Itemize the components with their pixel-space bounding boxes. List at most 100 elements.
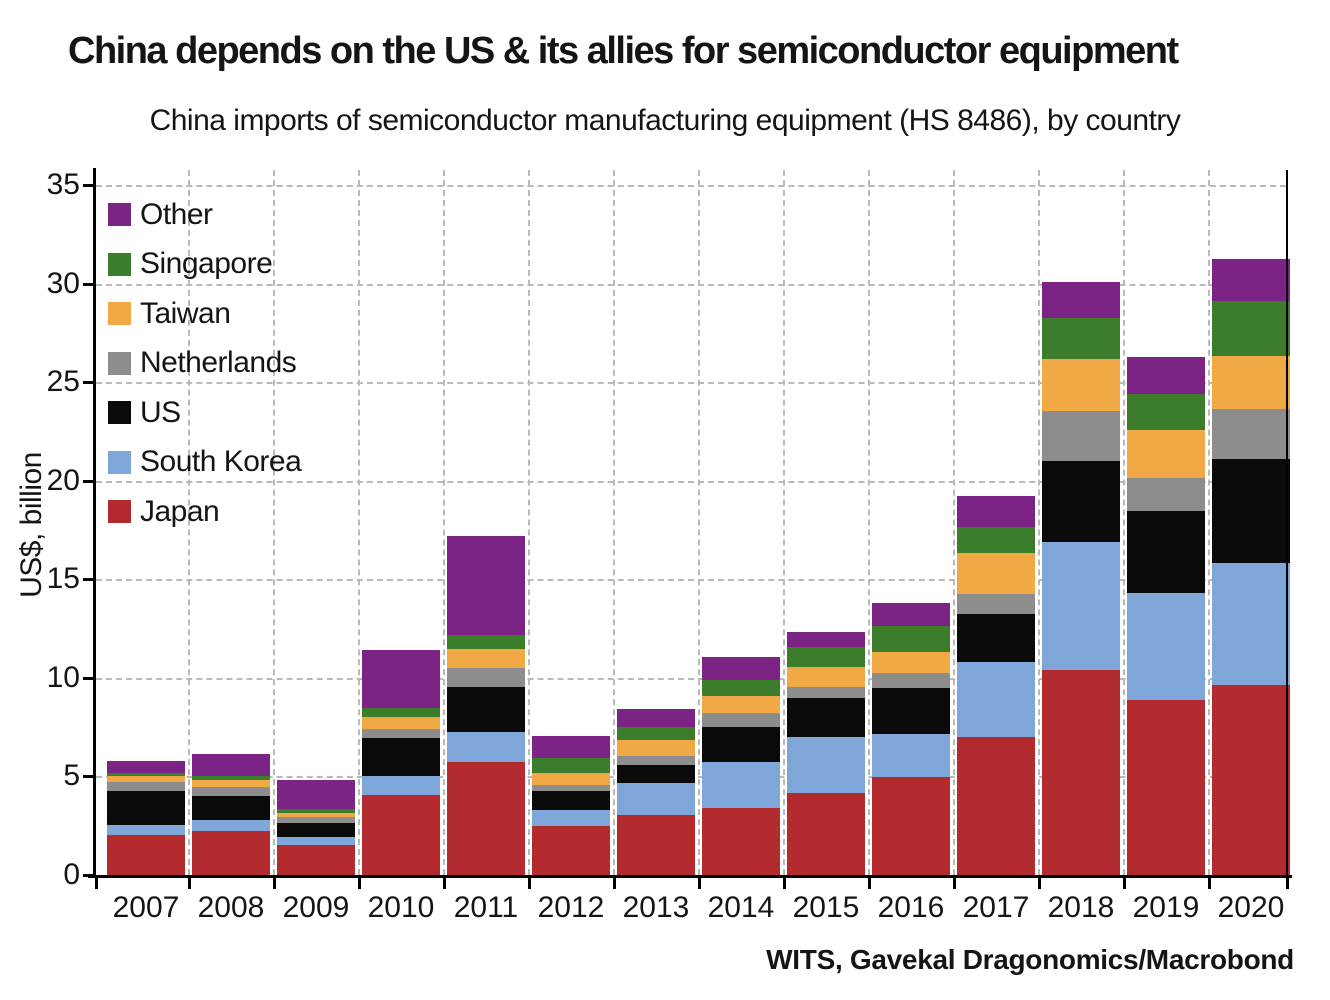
bar-segment-2011-south-korea — [447, 732, 525, 762]
bar-segment-2017-singapore — [957, 527, 1035, 553]
x-tick-7 — [698, 875, 701, 889]
gridline-x-2008-2009 — [273, 170, 275, 875]
x-tick-label-2020: 2020 — [1217, 891, 1285, 924]
bar-segment-2014-us — [702, 727, 780, 762]
bar-segment-2020-us — [1212, 459, 1290, 563]
bar-segment-2009-japan — [277, 845, 355, 875]
bar-segment-2009-other — [277, 780, 355, 809]
legend-swatch-taiwan — [108, 302, 131, 326]
gridline-y-20 — [96, 480, 1286, 483]
x-tick-14 — [1286, 875, 1289, 889]
gridline-x-2010-2011 — [443, 170, 445, 875]
bar-segment-2011-other — [447, 535, 525, 635]
bar-segment-2013-other — [617, 709, 695, 728]
bar-segment-2009-netherlands — [277, 816, 355, 823]
gridline-y-15 — [96, 579, 1286, 582]
bar-segment-2017-netherlands — [957, 594, 1035, 614]
bar-segment-2018-us — [1042, 461, 1120, 542]
bar-segment-2010-taiwan — [362, 717, 440, 730]
bar-segment-2007-taiwan — [107, 776, 185, 783]
gridline-y-35 — [96, 185, 1286, 187]
bar-segment-2012-netherlands — [532, 785, 610, 792]
gridline-x-2009-2010 — [358, 170, 360, 875]
bar-segment-2014-taiwan — [702, 695, 780, 714]
legend-label-singapore: Singapore — [140, 247, 273, 281]
x-tick-label-2012: 2012 — [537, 891, 605, 924]
bar-segment-2017-us — [957, 613, 1035, 663]
gridline-x-2012-2013 — [613, 170, 615, 875]
bar-segment-2018-other — [1042, 281, 1120, 319]
bar-segment-2009-us — [277, 822, 355, 837]
bar-segment-2014-other — [702, 657, 780, 680]
bar-segment-2009-singapore — [277, 808, 355, 813]
gridline-x-2014-2015 — [783, 170, 785, 875]
bar-segment-2019-other — [1127, 356, 1205, 394]
x-tick-5 — [528, 875, 531, 889]
bar-segment-2012-taiwan — [532, 773, 610, 786]
bar-segment-2007-netherlands — [107, 782, 185, 792]
bar-segment-2010-netherlands — [362, 729, 440, 738]
bar-segment-2008-south-korea — [192, 819, 270, 831]
bar-segment-2018-japan — [1042, 669, 1120, 875]
bar-segment-2015-netherlands — [787, 686, 865, 698]
gridline-x-2013-2014 — [698, 170, 700, 875]
page-title: China depends on the US & its allies for… — [68, 30, 1179, 72]
bar-segment-2015-us — [787, 697, 865, 737]
y-tick-30 — [83, 282, 93, 286]
gridline-x-2015-2016 — [868, 170, 870, 875]
y-tick-20 — [83, 479, 93, 483]
bar-segment-2008-japan — [192, 830, 270, 875]
legend-item-us: US — [108, 388, 301, 438]
bar-segment-2015-south-korea — [787, 737, 865, 794]
y-tick-label-0: 0 — [63, 858, 80, 891]
legend-item-taiwan: Taiwan — [108, 289, 301, 339]
gridline-y-30 — [96, 283, 1286, 286]
bar-segment-2016-singapore — [872, 625, 950, 653]
bar-segment-2018-netherlands — [1042, 410, 1120, 461]
bar-segment-2020-other — [1212, 258, 1290, 302]
bar-segment-2019-japan — [1127, 699, 1205, 875]
y-tick-5 — [83, 775, 93, 779]
legend-label-other: Other — [140, 197, 213, 231]
bar-segment-2018-taiwan — [1042, 359, 1120, 411]
x-tick-6 — [613, 875, 616, 889]
bar-segment-2015-singapore — [787, 647, 865, 668]
x-tick-label-2017: 2017 — [962, 891, 1030, 924]
bar-segment-2016-other — [872, 602, 950, 626]
bar-segment-2012-singapore — [532, 757, 610, 774]
bar-segment-2019-south-korea — [1127, 593, 1205, 700]
bar-segment-2010-japan — [362, 795, 440, 875]
y-tick-label-30: 30 — [46, 266, 80, 300]
legend-item-japan: Japan — [108, 487, 301, 537]
bar-segment-2020-south-korea — [1212, 562, 1290, 685]
legend-item-singapore: Singapore — [108, 240, 301, 290]
bar-segment-2012-japan — [532, 825, 610, 875]
legend-swatch-singapore — [108, 252, 131, 276]
gridline-x-2016-2017 — [953, 170, 955, 875]
x-tick-label-2009: 2009 — [282, 891, 350, 924]
bar-segment-2011-netherlands — [447, 668, 525, 687]
bar-segment-2007-other — [107, 760, 185, 773]
bar-segment-2008-us — [192, 796, 270, 820]
legend-swatch-japan — [108, 500, 131, 524]
legend-label-taiwan: Taiwan — [140, 296, 231, 330]
bar-segment-2010-singapore — [362, 708, 440, 718]
x-tick-9 — [868, 875, 871, 889]
bar-segment-2008-other — [192, 753, 270, 777]
y-tick-35 — [83, 184, 93, 187]
bar-segment-2008-netherlands — [192, 787, 270, 797]
bar-segment-2011-japan — [447, 761, 525, 875]
bar-segment-2017-south-korea — [957, 662, 1035, 737]
legend-label-us: US — [140, 395, 181, 429]
legend-item-netherlands: Netherlands — [108, 339, 301, 389]
bar-segment-2019-taiwan — [1127, 430, 1205, 478]
y-tick-0 — [83, 874, 93, 877]
legend-label-south-korea: South Korea — [140, 445, 302, 479]
x-axis-line — [88, 875, 1292, 878]
legend-label-japan: Japan — [140, 494, 220, 528]
bar-segment-2015-japan — [787, 793, 865, 875]
gridline-x-2007-2008 — [188, 170, 190, 875]
bar-segment-2017-other — [957, 495, 1035, 528]
bar-segment-2012-other — [532, 736, 610, 758]
x-tick-10 — [953, 875, 956, 889]
